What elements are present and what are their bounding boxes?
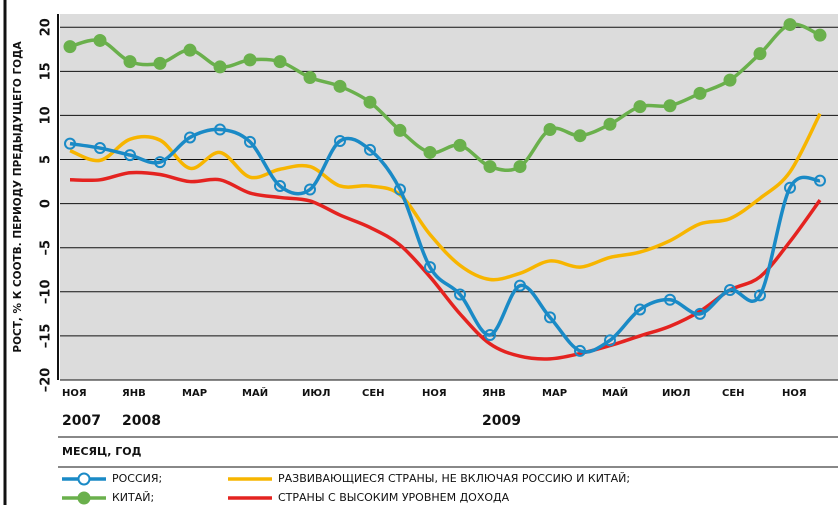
x-tick-label: ИЮЛ	[662, 388, 690, 399]
data-point	[754, 289, 766, 302]
data-point	[783, 18, 797, 32]
x-tick-label: МАР	[182, 388, 207, 399]
y-tick-label: 15	[39, 62, 54, 80]
plot-background	[60, 14, 838, 380]
data-point	[154, 156, 166, 169]
data-point	[273, 55, 287, 69]
data-point	[454, 288, 466, 301]
data-point	[423, 145, 437, 159]
data-point	[93, 33, 107, 47]
series-line	[69, 127, 821, 354]
data-point	[694, 307, 706, 320]
y-tick-label: 0	[39, 199, 54, 208]
y-tick-label: –5	[39, 240, 54, 256]
year-label: 2008	[122, 413, 161, 429]
data-point	[244, 135, 256, 148]
data-point	[364, 143, 376, 156]
legend-label: СТРАНЫ С ВЫСОКИМ УРОВНЕМ ДОХОДА	[278, 491, 510, 504]
series-line	[69, 112, 822, 282]
data-point	[724, 284, 736, 297]
legend-marker	[77, 491, 91, 505]
y-tick-label: 5	[39, 155, 54, 164]
x-tick-label: МАЙ	[602, 386, 628, 399]
data-point	[603, 117, 617, 131]
x-tick-label: НОЯ	[62, 388, 87, 399]
legend-label: РАЗВИВАЮЩИЕСЯ СТРАНЫ, НЕ ВКЛЮЧАЯ РОССИЮ …	[278, 472, 630, 485]
data-point	[304, 183, 316, 196]
x-tick-label: МАЙ	[242, 386, 268, 399]
year-label: 2009	[482, 413, 521, 429]
data-point	[214, 123, 226, 136]
data-point	[544, 311, 556, 324]
data-point	[574, 344, 586, 357]
data-point	[123, 55, 137, 69]
y-tick-label: 20	[39, 18, 54, 36]
data-point	[213, 60, 227, 74]
legend-label: РОССИЯ;	[112, 472, 162, 485]
legend-label: КИТАЙ;	[112, 491, 154, 504]
data-point	[243, 53, 257, 67]
data-point	[334, 134, 346, 147]
x-tick-label: ЯНВ	[482, 388, 506, 399]
data-point	[484, 329, 496, 342]
data-point	[634, 303, 646, 316]
data-point	[333, 79, 347, 93]
data-point	[124, 149, 136, 162]
x-tick-label: НОЯ	[422, 388, 447, 399]
data-point	[753, 47, 767, 61]
x-tick-label: СЕН	[722, 388, 745, 399]
y-tick-label: –10	[39, 280, 54, 305]
y-tick-label: –20	[39, 368, 54, 393]
data-point	[303, 70, 317, 84]
data-point	[363, 95, 377, 109]
data-point	[664, 293, 676, 306]
x-axis-label: МЕСЯЦ, ГОД	[62, 445, 142, 458]
y-axis-label: РОСТ, % К СООТВ. ПЕРИОДУ ПРЕДЫДУЩЕГО ГОД…	[12, 41, 24, 353]
data-point	[393, 123, 407, 137]
data-point	[183, 43, 197, 57]
data-point	[604, 334, 616, 347]
data-point	[274, 179, 286, 192]
y-tick-label: 10	[39, 106, 54, 124]
data-point	[693, 86, 707, 100]
data-point	[424, 261, 436, 274]
x-tick-label: ЯНВ	[122, 388, 146, 399]
data-point	[64, 137, 76, 150]
y-tick-label: –15	[39, 324, 54, 349]
x-tick-label: НОЯ	[782, 388, 807, 399]
data-point	[514, 279, 526, 292]
data-point	[573, 129, 587, 143]
data-point	[483, 160, 497, 174]
legend-marker	[77, 472, 91, 486]
x-tick-label: ИЮЛ	[302, 388, 330, 399]
x-tick-label: СЕН	[362, 388, 385, 399]
data-point	[633, 100, 647, 114]
data-point	[453, 138, 467, 152]
data-point	[184, 131, 196, 144]
data-point	[723, 73, 737, 87]
data-point	[663, 99, 677, 113]
data-point	[153, 56, 167, 70]
data-point	[394, 183, 406, 196]
x-tick-label: МАР	[542, 388, 567, 399]
data-point	[814, 174, 826, 187]
data-point	[543, 123, 557, 137]
data-point	[63, 40, 77, 54]
data-point	[94, 142, 106, 155]
year-label: 2007	[62, 413, 101, 429]
data-point	[513, 160, 527, 174]
data-point	[784, 181, 796, 194]
data-point	[813, 28, 827, 42]
